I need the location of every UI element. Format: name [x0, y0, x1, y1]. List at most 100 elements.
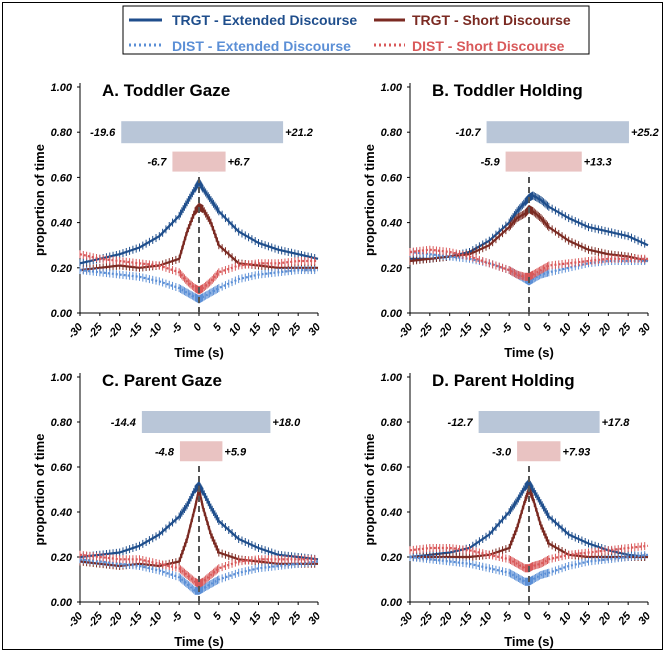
- y-axis-label: proportion of time: [362, 434, 377, 546]
- x-tick-label: -20: [436, 610, 456, 631]
- bar-end-label: +25.2: [631, 127, 659, 139]
- x-tick-label: 10: [227, 610, 245, 628]
- bar-end-label: +17.8: [602, 417, 631, 429]
- panel-2: 0.000.200.400.600.801.00-30 -25 -20 -15 -10-…: [362, 81, 659, 360]
- x-tick-label: -20: [106, 610, 126, 631]
- x-tick-label: 15: [577, 321, 595, 339]
- x-tick-label: -5: [499, 321, 515, 337]
- x-tick-label: -10: [475, 321, 495, 342]
- x-tick-label: 30: [306, 321, 324, 339]
- x-tick-label: -10: [145, 610, 165, 631]
- bar-end-label: +13.3: [584, 157, 612, 169]
- y-tick-label: 1.00: [381, 82, 403, 94]
- x-tick-label: -15: [455, 610, 475, 631]
- short-duration-bar: [172, 151, 226, 172]
- y-tick-label: 0.40: [381, 218, 403, 230]
- x-tick-label: 15: [247, 321, 265, 339]
- bar-start-label: -10.7: [455, 127, 481, 139]
- y-tick-label: 1.00: [51, 82, 73, 94]
- y-tick-label: 0.40: [381, 507, 403, 519]
- bar-start-label: -19.6: [90, 127, 116, 139]
- legend: TRGT - Extended Discourse TRGT - Short D…: [122, 5, 590, 55]
- extended-duration-bar: [141, 411, 271, 433]
- x-tick-label: 15: [247, 610, 265, 628]
- x-tick-label: -25: [86, 321, 106, 342]
- bar-end-label: +18.0: [272, 417, 301, 429]
- y-tick-label: 0.00: [381, 308, 403, 320]
- panel-title: A. Toddler Gaze: [102, 81, 230, 100]
- panel-3: 0.000.200.400.600.801.00-30 -25 -20 -15 -10-…: [32, 371, 324, 649]
- y-tick-label: 0.20: [51, 263, 73, 275]
- panel-title: D. Parent Holding: [432, 371, 575, 390]
- x-tick-label: -30: [396, 321, 416, 342]
- x-tick-label: 15: [577, 610, 595, 628]
- panel-title: C. Parent Gaze: [102, 371, 222, 390]
- x-tick-label: -15: [125, 321, 145, 342]
- y-tick-label: 0.60: [381, 462, 403, 474]
- x-tick-label: 25: [616, 610, 634, 629]
- y-tick-label: 0.40: [51, 218, 73, 230]
- y-tick-label: 1.00: [381, 372, 403, 384]
- y-tick-label: 0.20: [381, 263, 403, 275]
- y-tick-label: 0.60: [51, 462, 73, 474]
- y-tick-label: 1.00: [51, 372, 73, 384]
- short-duration-bar: [517, 441, 561, 462]
- y-tick-label: 0.20: [51, 552, 73, 564]
- legend-box: [122, 5, 590, 55]
- extended-duration-bar: [478, 411, 600, 433]
- y-tick-label: 0.60: [51, 172, 73, 184]
- y-axis-label: proportion of time: [32, 144, 47, 256]
- x-tick-label: 30: [636, 610, 654, 628]
- legend-label-trgt-extended: TRGT - Extended Discourse: [172, 12, 357, 28]
- x-tick-label: 10: [227, 321, 245, 339]
- x-tick-label: -25: [86, 610, 106, 631]
- x-tick-label: 20: [266, 610, 284, 629]
- x-tick-label: -10: [145, 321, 165, 342]
- x-axis-label: Time (s): [174, 634, 224, 649]
- x-tick-label: -25: [416, 610, 436, 631]
- x-axis-label: Time (s): [504, 634, 554, 649]
- x-tick-label: -10: [475, 610, 495, 631]
- y-tick-label: 0.00: [51, 597, 73, 609]
- x-tick-label: 0: [521, 610, 535, 623]
- x-tick-label: 25: [286, 610, 304, 629]
- x-tick-label: 5: [211, 321, 225, 334]
- x-tick-label: -30: [396, 610, 416, 631]
- x-tick-label: 30: [306, 610, 324, 628]
- y-tick-label: 0.40: [51, 507, 73, 519]
- bar-end-label: +6.7: [228, 157, 251, 169]
- x-tick-label: 5: [211, 610, 225, 623]
- bar-start-label: -4.8: [155, 446, 175, 458]
- x-tick-label: 10: [557, 610, 575, 628]
- x-tick-label: 25: [286, 321, 304, 340]
- x-tick-label: -5: [169, 610, 185, 626]
- x-tick-label: 20: [266, 321, 284, 340]
- y-tick-label: 0.20: [381, 552, 403, 564]
- x-tick-label: 5: [541, 321, 555, 334]
- legend-label-dist-short: DIST - Short Discourse: [412, 38, 565, 54]
- x-tick-label: -30: [66, 610, 86, 631]
- bar-start-label: -3.0: [492, 446, 512, 458]
- x-tick-label: -15: [125, 610, 145, 631]
- y-axis-label: proportion of time: [32, 434, 47, 546]
- x-tick-label: 25: [616, 321, 634, 340]
- bar-start-label: -12.7: [448, 417, 474, 429]
- panels: 0.000.200.400.600.801.00-30 -25 -20 -15 -10-…: [32, 81, 659, 649]
- bar-start-label: -14.4: [111, 417, 136, 429]
- y-tick-label: 0.80: [381, 127, 403, 139]
- x-tick-label: 20: [596, 610, 614, 629]
- y-tick-label: 0.00: [51, 308, 73, 320]
- bar-start-label: -6.7: [147, 157, 167, 169]
- x-tick-label: -20: [106, 321, 126, 342]
- bar-end-label: +7.93: [562, 446, 590, 458]
- x-tick-label: -15: [455, 321, 475, 342]
- short-duration-bar: [179, 441, 223, 462]
- series-line: [409, 207, 649, 263]
- x-tick-label: 30: [636, 321, 654, 339]
- y-axis-label: proportion of time: [362, 144, 377, 256]
- panel-1: 0.000.200.400.600.801.00-30 -25 -20 -15 -10-…: [32, 81, 324, 360]
- y-tick-label: 0.00: [381, 597, 403, 609]
- bar-end-label: +5.9: [224, 446, 247, 458]
- x-tick-label: -5: [169, 321, 185, 337]
